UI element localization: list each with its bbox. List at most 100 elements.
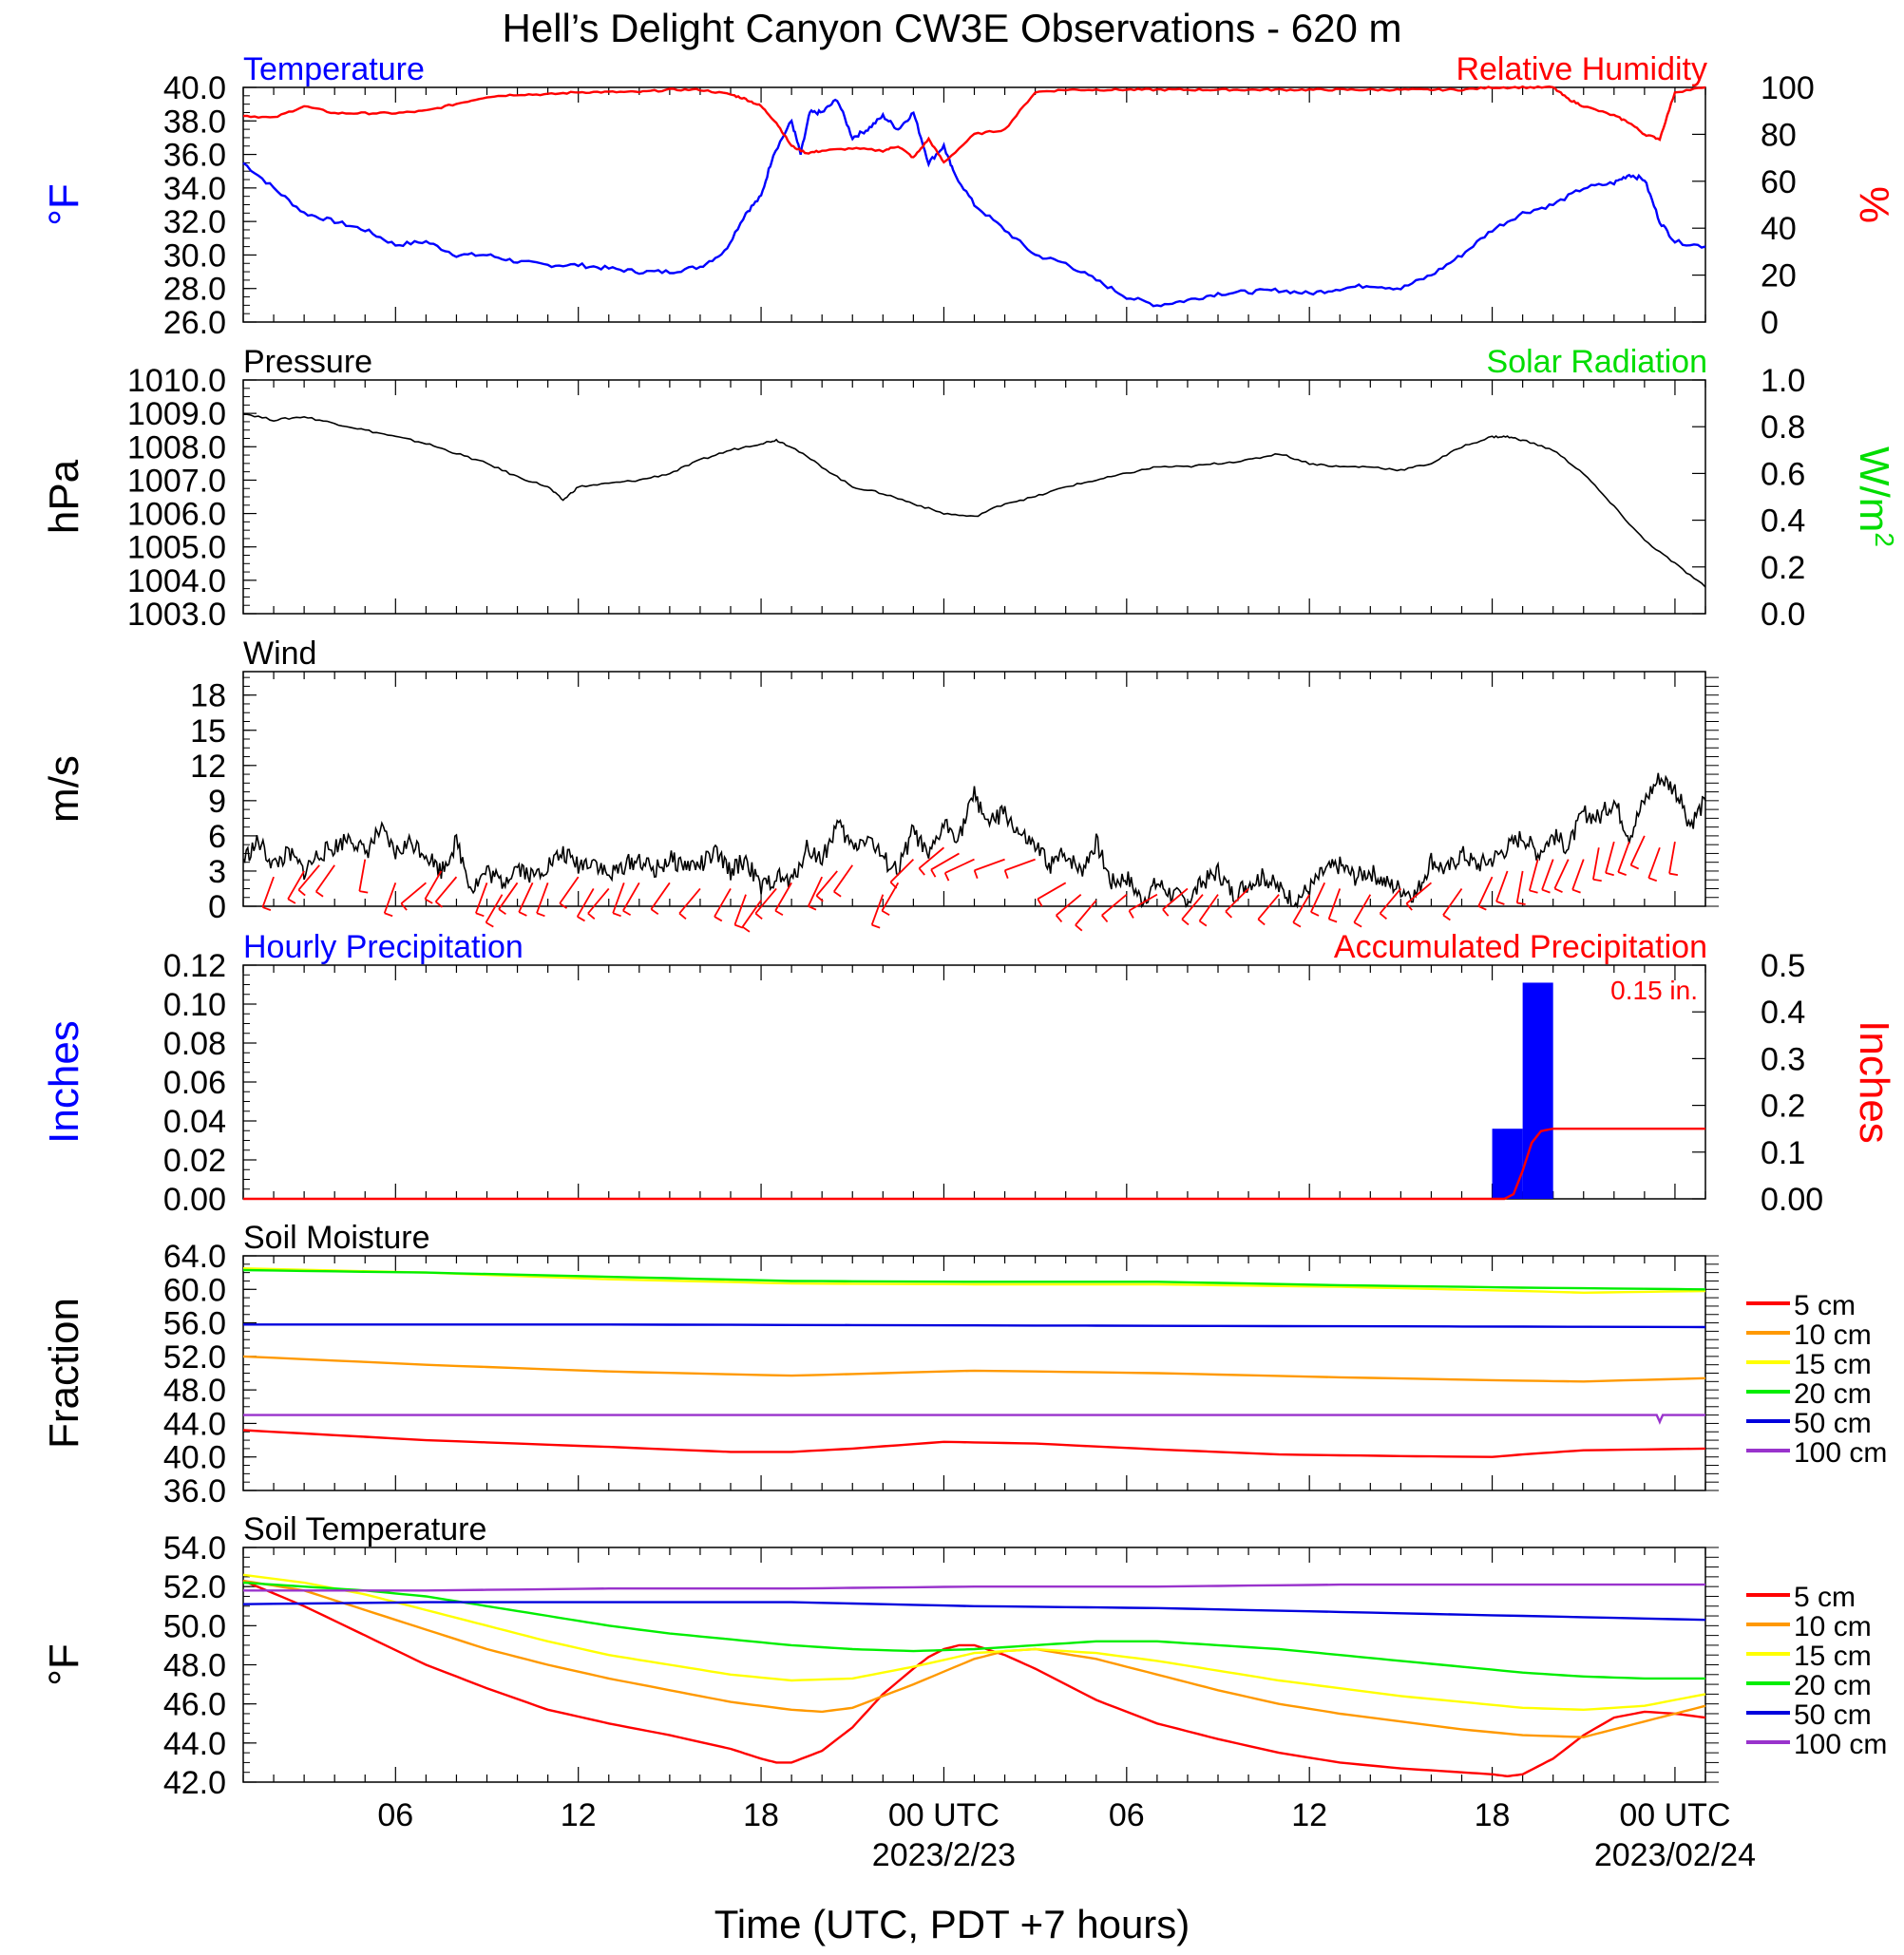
wind-barb-flag [943,872,950,882]
y2-tick-label: 60 [1761,164,1797,200]
legend-label-d10: 10 cm [1794,1611,1872,1642]
wind-barb-flag [1571,888,1581,894]
y-tick-label: 0.10 [163,987,226,1023]
series-d50-line [242,1601,1706,1622]
y-tick-label: 1007.0 [127,463,226,499]
y-tick-label: 56.0 [163,1306,226,1342]
x-tick-label: 06 [1109,1797,1145,1833]
wind-barb [297,864,320,891]
wind-barb [889,858,915,883]
legend-label-d50: 50 cm [1794,1699,1872,1731]
legend-label-d15: 15 cm [1794,1641,1872,1672]
y-tick-label: 60.0 [163,1272,226,1308]
wind-barb-flag [1128,910,1134,919]
wind-barb [650,882,671,910]
panel-title-right: Accumulated Precipitation [1334,929,1707,965]
x-tick-label: 18 [743,1797,779,1833]
wind-barb-flag [1541,888,1551,894]
wind-barb-flag [1257,919,1266,926]
chart-title: Hell’s Delight Canyon CW3E Observations … [503,6,1402,50]
x-tick-label: 00 UTC [1619,1797,1730,1833]
y2-tick-label: 40 [1761,211,1797,247]
wind-barb-flag [1553,887,1563,894]
y2-tick-label: 0.0 [1761,597,1805,633]
wind-barb-flag [1310,911,1320,917]
wind-barb-flag [1198,920,1208,927]
x-tick-date: 2023/02/24 [1594,1837,1756,1873]
y-tick-label: 18 [190,678,226,714]
wind-barb [1515,870,1524,903]
wind-barb [424,870,443,900]
wind-barb-flag [1181,919,1190,926]
wind-barb-flag [742,925,751,933]
y-tick-label: 9 [208,784,226,820]
panel-title-left: Temperature [243,51,425,87]
wind-barb [1056,893,1082,917]
y2-tick-label: 100 [1761,70,1815,106]
series-humidity-line [242,85,1706,164]
wind-barb-flag [1003,869,1009,879]
y-tick-label: 52.0 [163,1569,226,1605]
y2-tick-label: 80 [1761,117,1797,153]
wind-barb [774,882,792,912]
y-tick-label: 15 [190,713,226,750]
wind-barb [1128,893,1158,912]
wind-barb [612,882,625,914]
y-tick-label: 28.0 [163,272,226,308]
panel-title-left: Hourly Precipitation [243,929,524,965]
wind-barb-flag [1162,908,1170,917]
y2-axis-label: W/m2 [1851,446,1899,547]
wind-barb [475,882,488,914]
y2-tick-label: 0.4 [1761,995,1805,1031]
wind-barb-flag [1037,898,1043,907]
wind-barb-flag [475,912,485,918]
y-tick-label: 40.0 [163,70,226,106]
y-tick-label: 0.08 [163,1026,226,1062]
wind-barb-flag [889,882,898,889]
y-tick-label: 36.0 [163,138,226,174]
wind-barb [833,864,853,893]
wind-barb-flag [1101,914,1109,922]
y-tick-label: 52.0 [163,1339,226,1376]
wind-barb-flag [1379,912,1387,920]
legend-label-d20: 20 cm [1794,1378,1872,1410]
series-d15-line [242,1267,1706,1295]
panel-title-left: Wind [243,636,316,672]
wind-barb-flag [1495,901,1505,905]
x-tick-date: 2023/2/23 [872,1837,1016,1873]
series-temperature-line [242,98,1706,308]
panel-title-left: Soil Temperature [243,1511,486,1547]
wind-barb-flag [1075,924,1083,932]
wind-barb [944,858,975,874]
legend-label-d100: 100 cm [1794,1437,1887,1469]
wind-barb [559,876,580,904]
y-tick-label: 3 [208,854,226,890]
y-tick-label: 44.0 [163,1406,226,1442]
y-axis-label: Fraction [41,1298,87,1449]
y-tick-label: 32.0 [163,204,226,240]
panel-soil_temp: 42.044.046.048.0 50.052.054.0 Soil Tempera… [41,1511,1887,1801]
wind-barb [1668,841,1676,874]
y2-tick-label: 0 [1761,305,1779,341]
series-pressure-line [243,413,1706,588]
wind-barb-flag [262,906,272,911]
wind-barb [1553,859,1570,889]
wind-barb [1257,894,1280,921]
wind-barb-flag [359,890,369,894]
y-axis-label: Inches [41,1020,87,1144]
panel-temp_rh: 26.028.030.032.034.036.038.040.0 0 20 40 60 8… [41,51,1897,341]
wind-barb [974,858,1005,872]
y-tick-label: 50.0 [163,1608,226,1644]
wind-barb-flag [871,923,881,929]
y2-tick-label: 1.0 [1761,363,1805,399]
x-tick-label: 12 [561,1797,597,1833]
y2-axis-label: % [1851,186,1897,223]
y-tick-label: 36.0 [163,1473,226,1509]
y-tick-label: 1010.0 [127,363,226,399]
y-tick-label: 12 [190,749,226,785]
y2-tick-label: 0.5 [1761,948,1805,984]
y2-tick-label: 0.6 [1761,456,1805,492]
wind-barb-flag [714,916,723,922]
panel-frame [242,964,1706,1200]
